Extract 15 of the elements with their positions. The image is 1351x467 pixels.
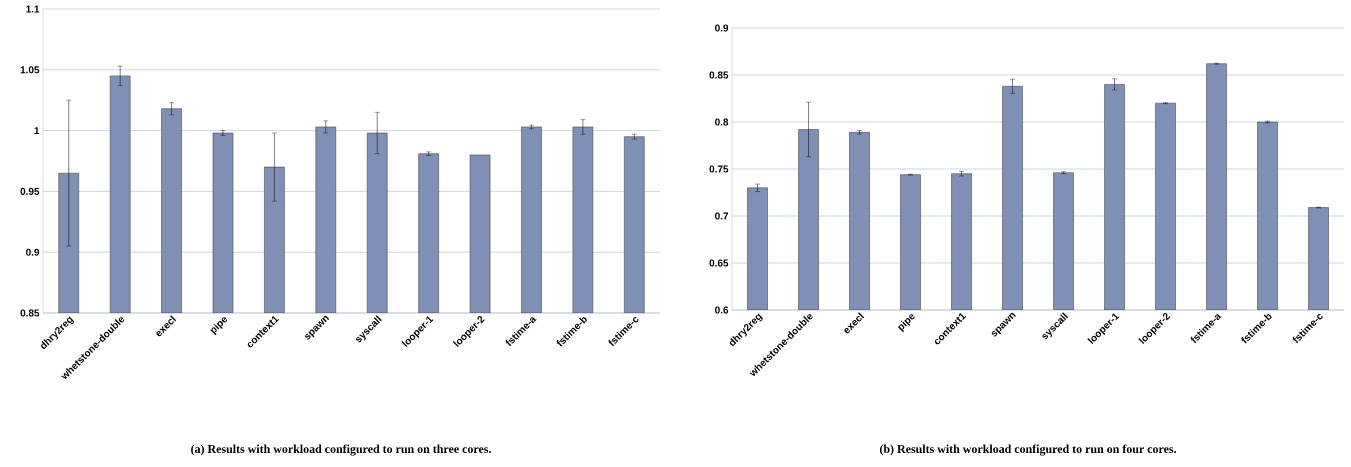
y-tick-label: 1.05 bbox=[20, 66, 40, 74]
y-tick-label: 0.7 bbox=[715, 212, 729, 220]
y-tick-label: 0.65 bbox=[709, 259, 729, 267]
y-tick-label: 0.9 bbox=[715, 24, 729, 32]
y-tick-label: 0.85 bbox=[20, 309, 40, 317]
y-tick-label: 0.9 bbox=[26, 248, 40, 256]
y-tick-label: 0.95 bbox=[20, 187, 40, 195]
y-tick-label: 1.1 bbox=[26, 5, 40, 13]
y-tick-label: 0.75 bbox=[709, 165, 729, 173]
y-tick-label: 0.85 bbox=[709, 71, 729, 79]
text: (a) Results with workload configured to run on three cores. bbox=[191, 444, 491, 456]
y-tick-label: 0.6 bbox=[715, 306, 729, 314]
y-tick-label: 1 bbox=[34, 127, 40, 135]
text: (b) Results with workload configured to run on four cores. bbox=[879, 444, 1177, 456]
y-tick-label: 0.8 bbox=[715, 118, 729, 126]
